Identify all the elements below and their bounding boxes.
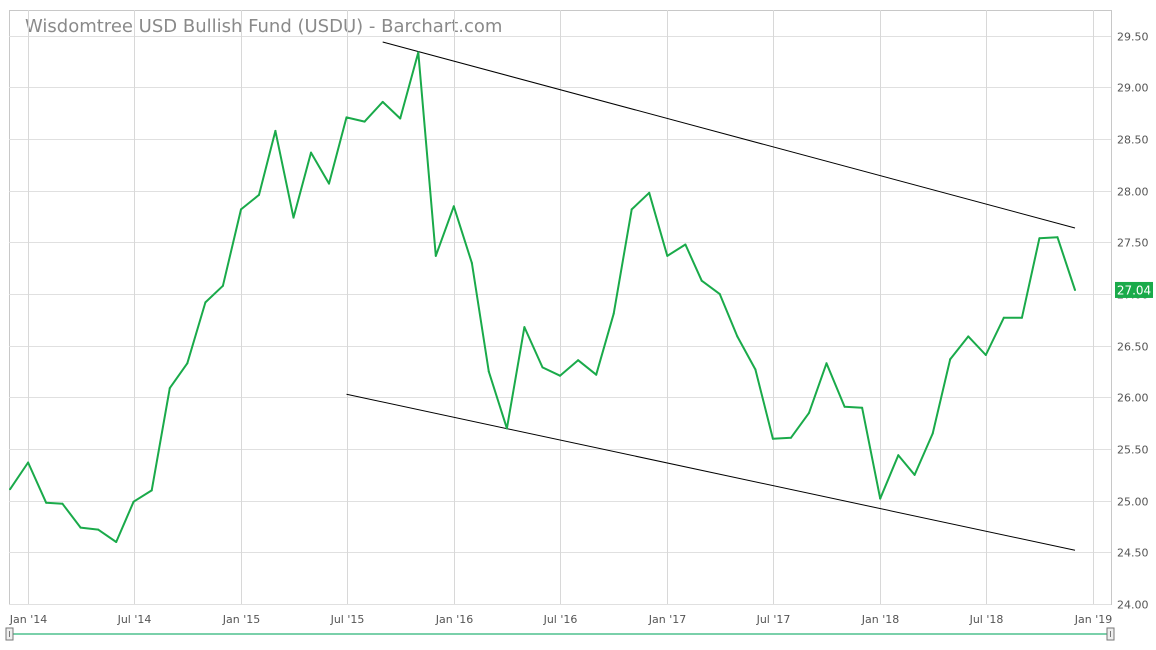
data-point [541,366,544,369]
x-tick-label: Jan '18 [861,613,899,626]
data-point [577,359,580,362]
data-point [1074,289,1076,291]
x-tick-label: Jan '15 [222,613,260,626]
data-point [97,528,100,531]
data-point [736,335,739,338]
y-tick-label: 26.00 [1117,392,1149,405]
data-point [897,454,900,457]
data-point [718,293,721,296]
x-tick-label: Jan '17 [648,613,686,626]
y-tick-label: 24.50 [1117,547,1149,560]
data-point [115,541,118,543]
data-point [168,387,171,390]
data-point [984,354,987,356]
data-point [328,182,330,185]
x-tick-label: Jul '15 [330,613,365,626]
data-point [292,216,295,219]
data-point [1020,316,1023,319]
data-point [630,208,633,211]
y-tick-label: 24.00 [1117,599,1149,612]
data-point [523,326,526,329]
x-tick-label: Jan '14 [9,613,47,626]
data-point [132,500,135,503]
data-point [595,373,598,376]
data-point [1038,237,1041,240]
data-point [666,254,669,257]
data-point [310,151,312,154]
y-tick-label: 29.50 [1117,31,1149,44]
data-point [434,254,437,257]
trendline-lower [346,393,1076,551]
trendline-upper [382,41,1076,229]
data-point [771,437,774,440]
data-point [381,100,384,103]
data-point [879,497,882,500]
data-point [150,489,153,492]
data-point [825,362,828,365]
y-tick-label: 28.50 [1117,134,1149,147]
data-point [790,436,792,439]
last-value-marker: 27.04 [1115,281,1153,298]
data-point [61,502,64,505]
data-point [505,427,508,430]
data-point [345,116,348,119]
data-point [949,358,952,361]
y-tick-label: 25.00 [1117,496,1149,509]
data-point [612,312,615,315]
x-tick-label: Jul '18 [969,613,1004,626]
price-series [9,51,1076,543]
data-point [470,262,473,265]
y-tick-label: 27.50 [1117,237,1149,250]
y-tick-label: 25.50 [1117,444,1149,457]
data-point [913,473,916,476]
y-tick-label: 29.00 [1117,82,1149,95]
data-point [399,117,402,120]
x-tick-label: Jan '19 [1074,613,1112,626]
data-point [648,191,651,194]
data-point [240,208,242,211]
data-point [204,301,207,304]
data-point [79,526,82,529]
y-tick-label: 28.00 [1117,186,1149,199]
data-point [363,120,366,123]
data-point [931,432,934,435]
y-axis-labels: 24.0024.5025.0025.5026.0026.5027.0027.50… [1117,31,1149,612]
data-point [274,129,277,132]
data-point [221,284,224,287]
trend-lines [346,41,1076,551]
x-tick-label: Jul '16 [543,613,578,626]
data-point [417,51,420,54]
range-navigator[interactable] [5,627,1115,641]
data-point [559,374,561,377]
data-point [700,279,703,282]
y-tick-label: 26.50 [1117,341,1149,354]
data-point [1002,316,1005,319]
data-point [754,368,757,371]
x-tick-label: Jul '17 [756,613,791,626]
data-point [967,335,970,338]
data-point [27,461,30,464]
last-value-label: 27.04 [1117,283,1151,297]
data-point [487,370,490,373]
last-value-badge [1115,281,1153,298]
chart-title: Wisdomtree USD Bullish Fund (USDU) - Bar… [25,16,503,37]
x-axis-labels: Jan '14 Jul '14 Jan '15 Jul '15 Jan '16 Jul '… [9,613,1112,626]
data-point [1056,236,1059,239]
x-tick-label: Jul '14 [117,613,152,626]
data-point [452,205,455,208]
data-point [684,243,687,246]
data-point [45,501,48,504]
data-point [843,405,846,408]
x-gridlines [28,10,1094,604]
series-line [9,51,1076,543]
data-point [9,488,11,491]
data-point [861,406,864,409]
data-point [808,411,810,414]
data-point [258,193,260,196]
x-tick-label: Jan '16 [435,613,473,626]
data-point [186,362,189,365]
